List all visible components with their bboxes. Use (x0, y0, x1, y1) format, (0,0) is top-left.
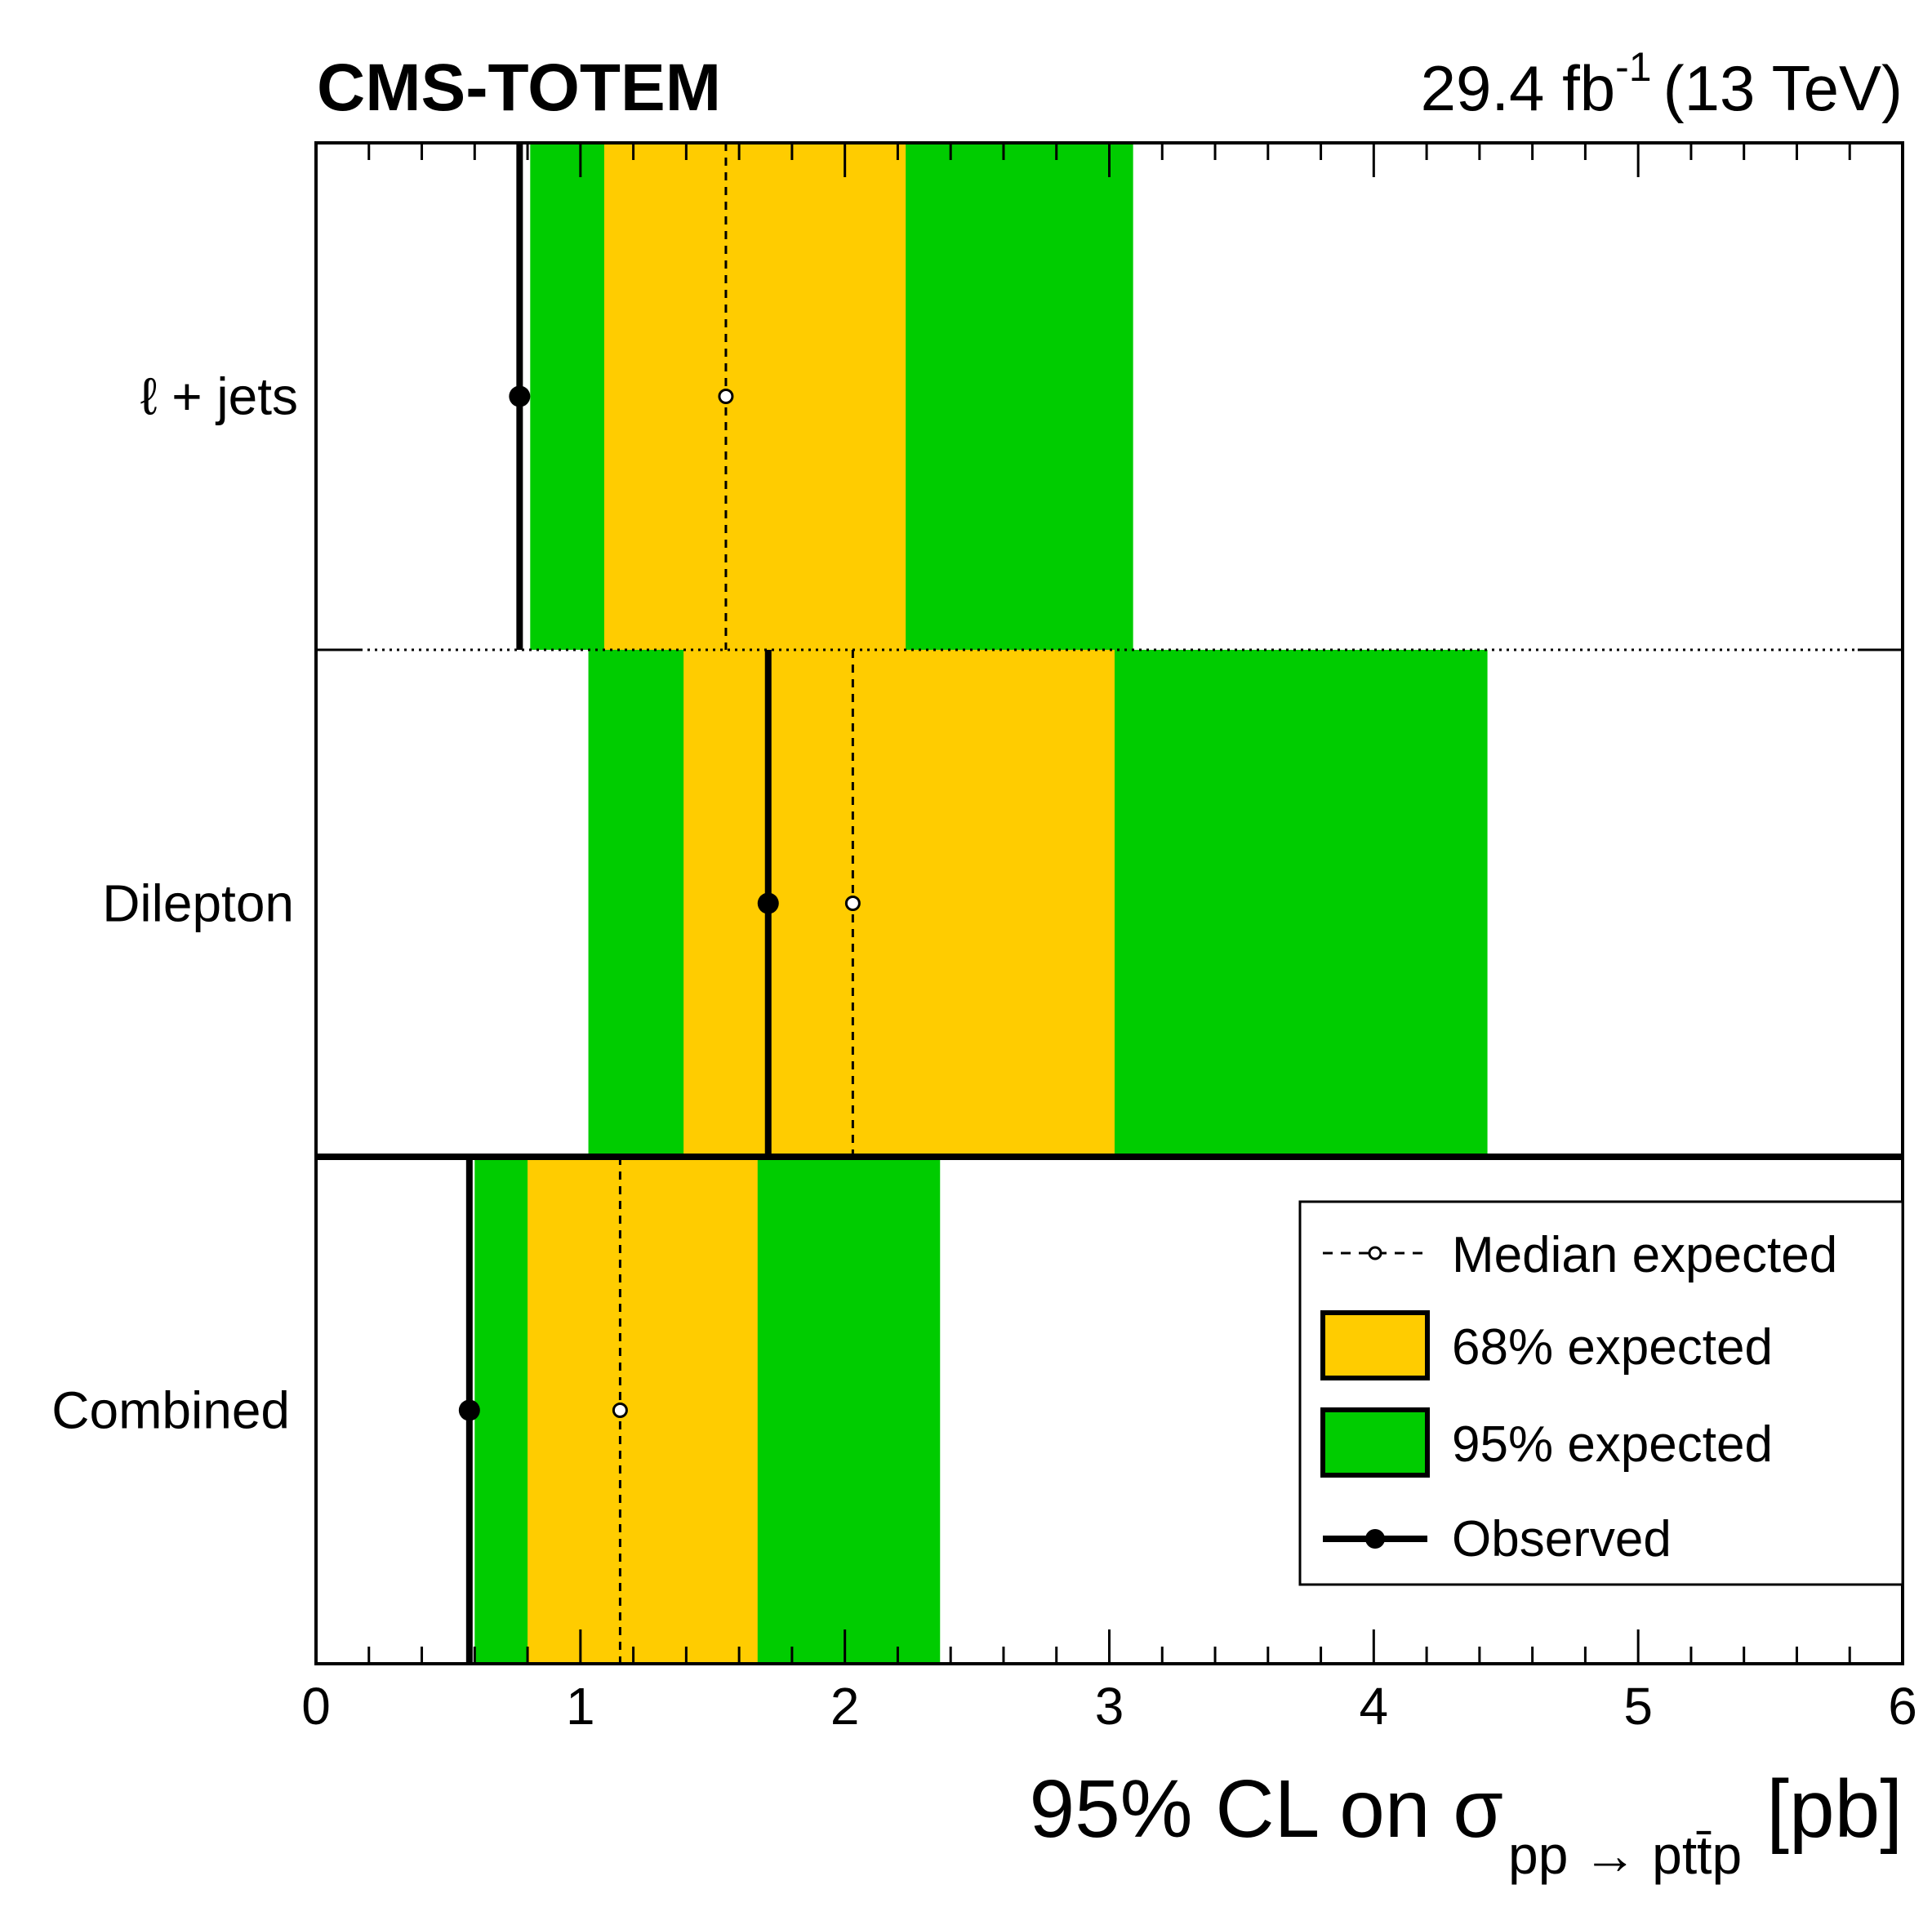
ticks-layer (314, 143, 1904, 1664)
channel-label-lepton-jets: ℓ + jets (140, 367, 298, 426)
legend-observed-marker (1365, 1529, 1385, 1549)
legend-band68-swatch (1320, 1310, 1430, 1380)
channel-0-expected-marker (718, 389, 734, 404)
luminosity-exponent: -1 (1615, 44, 1651, 90)
x-tick-label: 5 (1623, 1677, 1653, 1736)
luminosity-label: 29.4 fb-1 (13 TeV) (1421, 44, 1903, 124)
x-tick-label: 2 (830, 1677, 860, 1736)
energy-value: (13 TeV) (1663, 52, 1903, 124)
x-axis-title-subscript: pp → ptt̄p (1508, 1825, 1742, 1885)
channel-0-observed-marker (509, 385, 531, 407)
legend-band95-swatch (1320, 1407, 1430, 1478)
x-tick-label: 6 (1888, 1677, 1917, 1736)
channel-2-observed-marker (458, 1399, 480, 1421)
x-tick-labels: 0 1 2 3 4 5 6 (301, 1677, 1917, 1736)
channel-label-combined: Combined (51, 1381, 290, 1440)
legend-box (1298, 1200, 1904, 1586)
channel-2-expected-marker (612, 1403, 628, 1418)
bands-layer (474, 143, 1488, 1664)
x-axis-title-unit: [pb] (1766, 1763, 1903, 1855)
legend-label-band95: 95% expected (1452, 1416, 1773, 1473)
luminosity-value: 29.4 fb (1421, 52, 1616, 124)
channel-1-band68 (683, 650, 1115, 1157)
x-tick-label: 4 (1360, 1677, 1389, 1736)
channel-0-band68 (603, 143, 906, 650)
marks-layer (458, 143, 861, 1664)
experiment-label: CMS-TOTEM (317, 51, 721, 125)
x-axis-title-main: 95% CL on σ (1029, 1763, 1503, 1855)
legend-label-band68: 68% expected (1452, 1319, 1773, 1376)
channel-1-expected-marker (844, 896, 861, 911)
channel-1-observed-marker (757, 892, 779, 914)
legend: Median expected 68% expected 95% expecte… (1298, 1200, 1904, 1586)
x-axis-title: 95% CL on σpp → ptt̄p [pb] (1029, 1763, 1903, 1885)
separators-layer (316, 648, 1903, 1160)
channel-label-dilepton: Dilepton (102, 874, 294, 933)
channel-2-band68 (528, 1157, 758, 1664)
x-tick-label: 1 (566, 1677, 595, 1736)
x-tick-label: 0 (301, 1677, 331, 1736)
legend-label-observed: Observed (1452, 1511, 1672, 1567)
legend-label-median: Median expected (1452, 1227, 1837, 1283)
legend-median-marker (1368, 1246, 1382, 1260)
x-tick-label: 3 (1095, 1677, 1124, 1736)
